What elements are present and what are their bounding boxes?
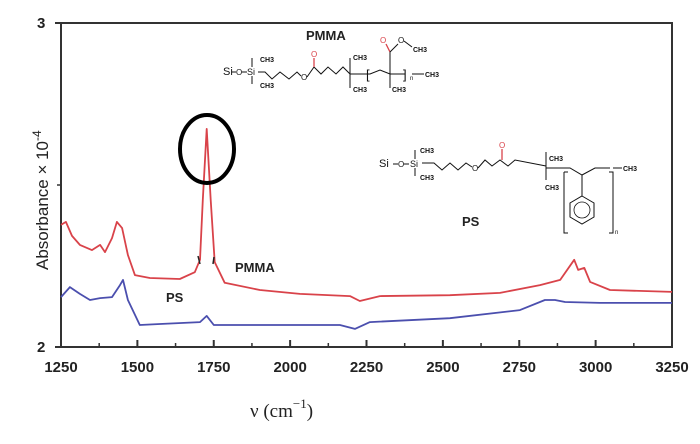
peak-highlight-ellipse xyxy=(178,113,236,185)
x-tick-3250: 3250 xyxy=(655,359,688,376)
svg-text:CH3: CH3 xyxy=(353,87,367,94)
svg-text:CH3: CH3 xyxy=(420,175,434,182)
pmma-curve-label: PMMA xyxy=(235,260,275,275)
x-tick-2250: 2250 xyxy=(350,359,383,376)
pmma-spectrum-line xyxy=(60,127,673,302)
svg-text:CH3: CH3 xyxy=(425,72,439,79)
svg-text:CH3: CH3 xyxy=(353,55,367,62)
svg-text:Si: Si xyxy=(247,67,255,77)
x-tick-2000: 2000 xyxy=(273,359,306,376)
pmma-structure-inset: PMMA Si O Si CH3 CH3 O O CH3 CH3 [ O O C… xyxy=(223,28,439,94)
svg-text:CH3: CH3 xyxy=(392,87,406,94)
svg-text:CH3: CH3 xyxy=(260,57,274,64)
x-tick-2750: 2750 xyxy=(503,359,536,376)
svg-text:]: ] xyxy=(403,67,407,82)
svg-text:O: O xyxy=(472,164,478,173)
ps-structure-inset: Si O Si CH3 CH3 O O CH3 CH3 n CH3 PS xyxy=(379,141,637,236)
svg-text:O: O xyxy=(499,141,505,150)
x-tick-1750: 1750 xyxy=(197,359,230,376)
x-tick-1250: 1250 xyxy=(44,359,77,376)
svg-text:Si: Si xyxy=(410,159,418,169)
y-tick-2: 2 xyxy=(37,339,45,356)
svg-text:CH3: CH3 xyxy=(413,47,427,54)
svg-text:O: O xyxy=(301,73,307,82)
svg-text:CH3: CH3 xyxy=(260,83,274,90)
svg-text:n: n xyxy=(615,230,618,236)
svg-text:CH3: CH3 xyxy=(420,148,434,155)
x-axis-label: ν (cm−1) xyxy=(250,396,313,422)
svg-text:CH3: CH3 xyxy=(545,185,559,192)
svg-text:Si: Si xyxy=(223,66,233,78)
svg-text:O: O xyxy=(311,50,317,59)
svg-text:O: O xyxy=(380,36,386,45)
svg-text:PMMA: PMMA xyxy=(306,28,346,43)
svg-text:Si: Si xyxy=(379,158,389,170)
y-axis-label: Absorbance × 10-4 xyxy=(30,130,52,270)
svg-text:O: O xyxy=(398,160,404,169)
svg-text:O: O xyxy=(236,68,242,77)
x-tick-3000: 3000 xyxy=(579,359,612,376)
ps-curve-label: PS xyxy=(166,290,184,305)
svg-text:PS: PS xyxy=(462,214,480,229)
svg-text:CH3: CH3 xyxy=(623,166,637,173)
x-tick-1500: 1500 xyxy=(121,359,154,376)
ps-spectrum-line xyxy=(60,278,672,330)
y-tick-3: 3 xyxy=(37,15,45,32)
x-tick-2500: 2500 xyxy=(426,359,459,376)
svg-text:CH3: CH3 xyxy=(549,156,563,163)
svg-text:O: O xyxy=(398,36,404,45)
x-axis-ticks: 1250 1500 1750 2000 2250 2500 2750 3000 3250 xyxy=(44,340,689,376)
svg-text:n: n xyxy=(410,76,413,82)
